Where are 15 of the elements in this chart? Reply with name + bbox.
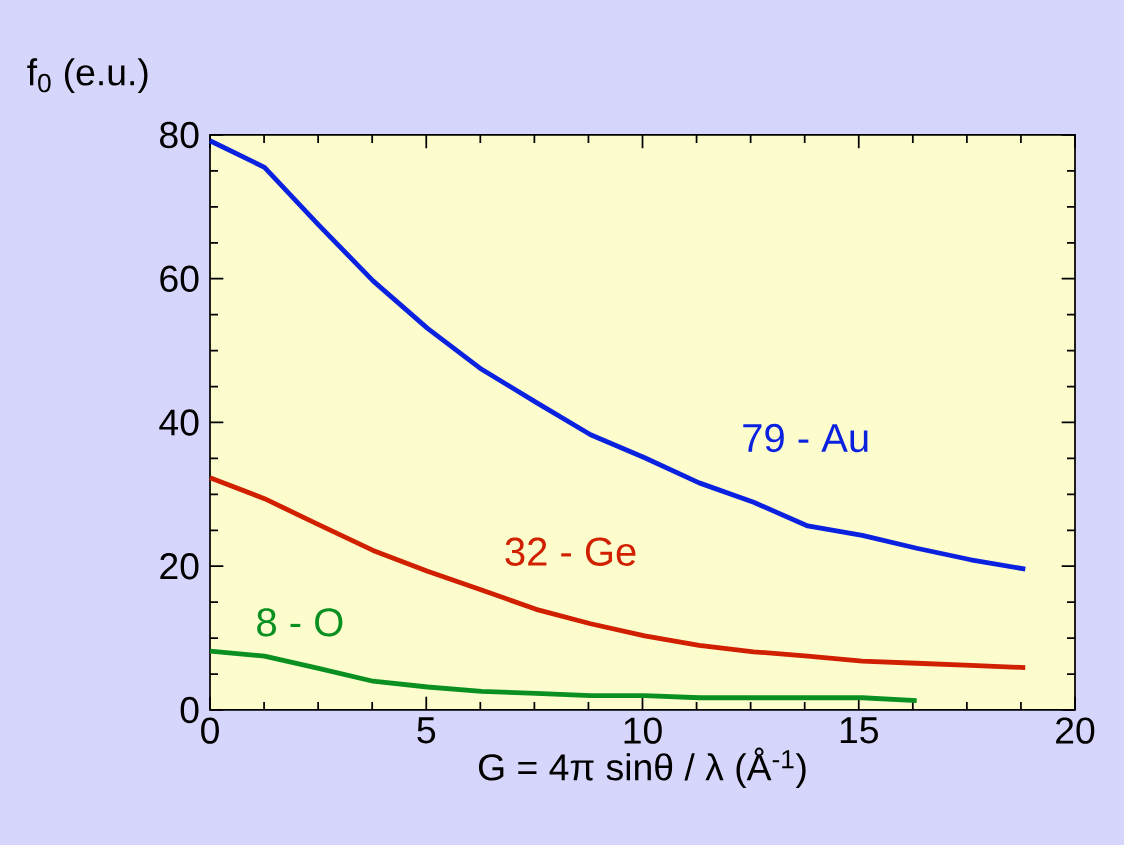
series-label: 79 - Au: [743, 423, 868, 453]
y-tick-label: 0: [180, 696, 199, 724]
y-tick-label: 60: [160, 265, 199, 292]
x-tick-label: 5: [417, 717, 436, 744]
y-tick-label: 40: [159, 409, 199, 436]
y-tick-label: 20: [160, 553, 199, 580]
x-axis-title: G = 4π sinθ / λ (Å$^{-1}$): [478, 747, 806, 788]
y-axis-title: f$_{0}$ (e.u.): [27, 58, 148, 93]
x-tick-label: 10: [624, 717, 662, 744]
x-tick-label: 20: [1056, 717, 1095, 744]
y-tick-label: 80: [160, 121, 199, 149]
x-tick-label: 15: [840, 717, 878, 744]
series-label: 32 - Ge: [505, 537, 636, 566]
x-tick-label: 0: [201, 717, 219, 744]
series-label: 8 - O: [257, 608, 343, 637]
